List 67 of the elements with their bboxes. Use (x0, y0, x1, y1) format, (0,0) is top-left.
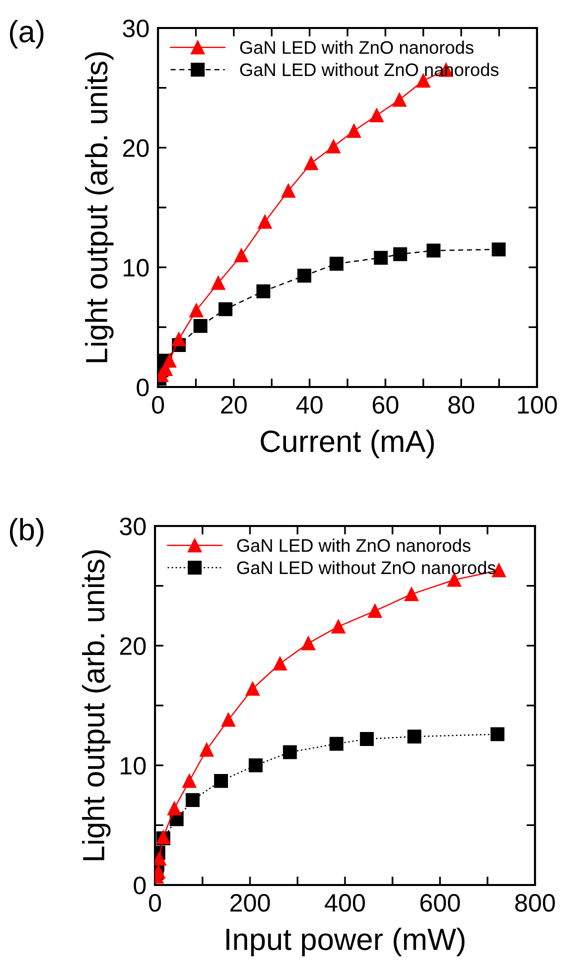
x-tick-label: 60 (372, 396, 398, 414)
x-tick-label: 100 (518, 396, 557, 414)
y-tick-label: 30 (120, 518, 146, 536)
point (194, 319, 208, 333)
y-tick-label: 0 (136, 378, 149, 396)
point (492, 242, 506, 256)
point (393, 247, 408, 262)
point (347, 124, 361, 138)
x-tick-label: 40 (296, 396, 323, 414)
text: (a) (10, 20, 44, 48)
point (200, 742, 214, 757)
y-tick-label: 30 (122, 20, 149, 38)
point (211, 276, 226, 290)
y-axis-title: Light output (arb. units) (82, 550, 111, 860)
point (407, 730, 422, 744)
legend-label: GaN LED with ZnO nanorods (240, 40, 474, 54)
point (281, 184, 296, 198)
point (297, 268, 312, 283)
point (330, 256, 344, 271)
x-tick-label: 20 (221, 396, 247, 414)
y-tick-label: 10 (120, 756, 146, 775)
point (186, 793, 200, 807)
x-tick-label: 80 (448, 396, 474, 414)
legend-label: GaN LED without ZnO nanorods (237, 560, 496, 574)
point (162, 354, 176, 368)
y-tick-label: 0 (134, 876, 146, 894)
x-tick-label: 400 (324, 894, 365, 912)
y-tick-label: 10 (124, 258, 149, 277)
point (182, 774, 196, 788)
x-tick-label: 800 (515, 894, 555, 912)
point (404, 587, 418, 602)
point (330, 736, 344, 751)
point (490, 727, 504, 742)
point (221, 712, 236, 727)
point (218, 302, 232, 316)
text: (b) (10, 518, 44, 546)
y-tick-label: 20 (123, 139, 149, 157)
x-tick-label: 0 (152, 396, 164, 414)
point (248, 758, 263, 772)
point (326, 140, 340, 154)
point (282, 745, 297, 760)
point (304, 156, 318, 170)
point (214, 774, 228, 788)
point (256, 284, 270, 298)
x-axis-title: Input power (mW) (226, 928, 465, 956)
point (426, 244, 440, 258)
point (331, 620, 346, 634)
point (234, 248, 248, 262)
x-tick-label: 600 (420, 894, 460, 912)
x-axis-title: Current (mA) (260, 430, 434, 458)
x-tick-label: 0 (149, 894, 161, 912)
point (246, 682, 260, 696)
point (392, 92, 406, 107)
point (189, 303, 204, 318)
point (360, 732, 374, 746)
point (167, 801, 182, 816)
point (273, 656, 287, 671)
point (258, 214, 272, 229)
point (368, 604, 382, 618)
y-axis-title: Light output (arb. units) (85, 52, 114, 362)
point (370, 108, 384, 122)
y-tick-label: 20 (120, 637, 146, 655)
point (301, 636, 316, 650)
point (374, 250, 388, 265)
legend-label: GaN LED with ZnO nanorods (237, 538, 470, 552)
point (172, 332, 186, 346)
x-tick-label: 200 (230, 894, 270, 912)
